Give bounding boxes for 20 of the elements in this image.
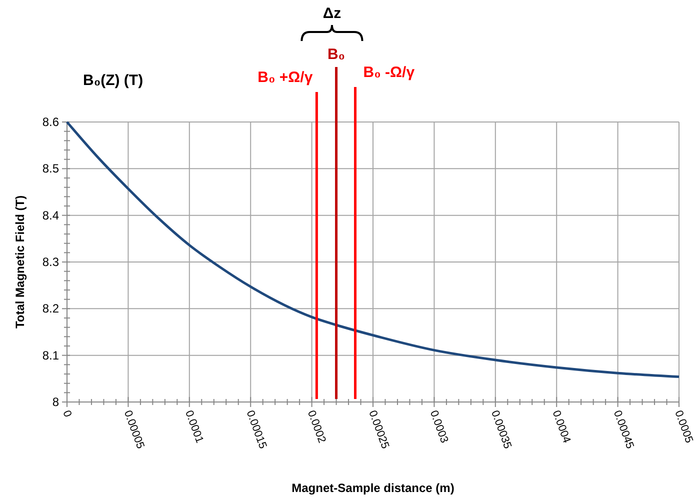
y-tick-label: 8.4 [42,208,60,222]
text: Δz [322,5,342,22]
y-axis-title: Total Magnetic Field (T) [13,195,27,329]
x-axis-title: Magnet-Sample distance (m) [292,481,454,495]
text: B₀(Z) (T) [83,72,144,89]
x-tick-label: 0.0002 [304,408,328,445]
x-tick-label: 0.0005 [672,408,695,445]
ref-line-label: B₀ +Ω/γ [258,69,314,86]
y-tick-label: 8.5 [42,162,60,176]
x-tick-label: 0.0004 [550,408,573,445]
y-tick-label: 8.1 [42,348,60,362]
y-tick-label: 8.3 [42,255,60,269]
x-tick-label: 0.0001 [182,408,206,445]
ref-line-label: B₀ [327,46,346,63]
x-tick-label: 0 [60,408,74,419]
y-tick-label: 8.2 [42,302,60,316]
y-tick-label: 8 [52,395,60,409]
ref-line-label: B₀ -Ω/γ [363,64,416,81]
y-tick-label: 8.6 [42,115,60,129]
x-tick-label: 0.0003 [427,408,450,445]
